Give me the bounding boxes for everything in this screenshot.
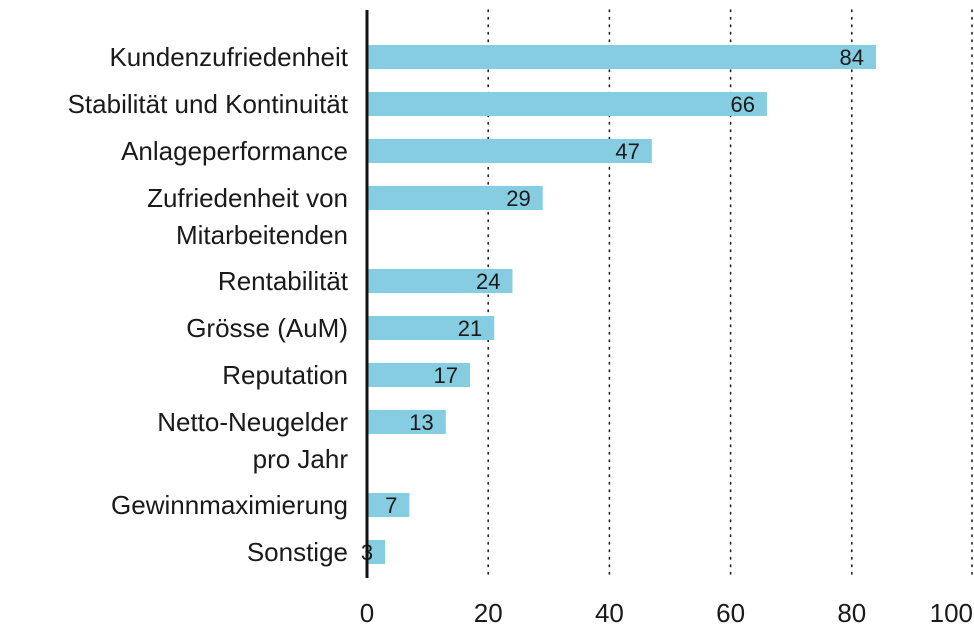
category-label-0: Kundenzufriedenheit (109, 42, 348, 72)
category-label-5: Grösse (AuM) (186, 313, 348, 343)
data-label-2: 47 (615, 139, 639, 164)
data-label-6: 17 (434, 363, 458, 388)
category-label-7-line-0: Netto-Neugelder (157, 407, 348, 437)
bar-5 (367, 316, 495, 340)
x-tick-label-0: 0 (360, 598, 374, 628)
bar-6 (367, 363, 471, 387)
bar-2 (367, 139, 652, 163)
x-tick-label-100: 100 (930, 598, 973, 628)
x-tick-labels: 0 20 40 60 80 100 (360, 598, 973, 628)
data-labels: 846647292421171373 (361, 45, 864, 565)
bar-4 (367, 269, 513, 293)
bar-0 (367, 45, 877, 69)
category-label-3-line-1: Mitarbeitenden (176, 220, 348, 250)
category-label-1: Stabilität und Kontinuität (68, 89, 349, 119)
category-label-8: Gewinnmaximierung (111, 490, 348, 520)
data-label-0: 84 (840, 45, 864, 70)
category-label-4: Rentabilität (218, 266, 349, 296)
data-label-8: 7 (385, 493, 397, 518)
category-label-3-line-0: Zufriedenheit von (147, 183, 348, 213)
x-tick-label-40: 40 (595, 598, 624, 628)
data-label-1: 66 (730, 92, 754, 117)
bar-1 (367, 92, 767, 116)
x-tick-label-80: 80 (837, 598, 866, 628)
category-label-9: Sonstige (247, 537, 348, 567)
category-labels: Kundenzufriedenheit Stabilität und Kontin… (68, 42, 349, 567)
category-label-6: Reputation (222, 360, 348, 390)
x-tick-label-60: 60 (716, 598, 745, 628)
data-label-7: 13 (409, 410, 433, 435)
data-label-3: 29 (506, 186, 530, 211)
data-label-5: 21 (458, 316, 482, 341)
bar-3 (367, 186, 543, 210)
bar-7 (367, 410, 446, 434)
x-tick-label-20: 20 (474, 598, 503, 628)
bar-8 (367, 493, 410, 517)
category-label-7-line-1: pro Jahr (253, 444, 349, 474)
bar-9 (367, 540, 386, 564)
bars (367, 45, 877, 564)
category-label-2: Anlageperformance (121, 136, 348, 166)
gridlines (487, 9, 973, 579)
data-label-4: 24 (476, 269, 500, 294)
